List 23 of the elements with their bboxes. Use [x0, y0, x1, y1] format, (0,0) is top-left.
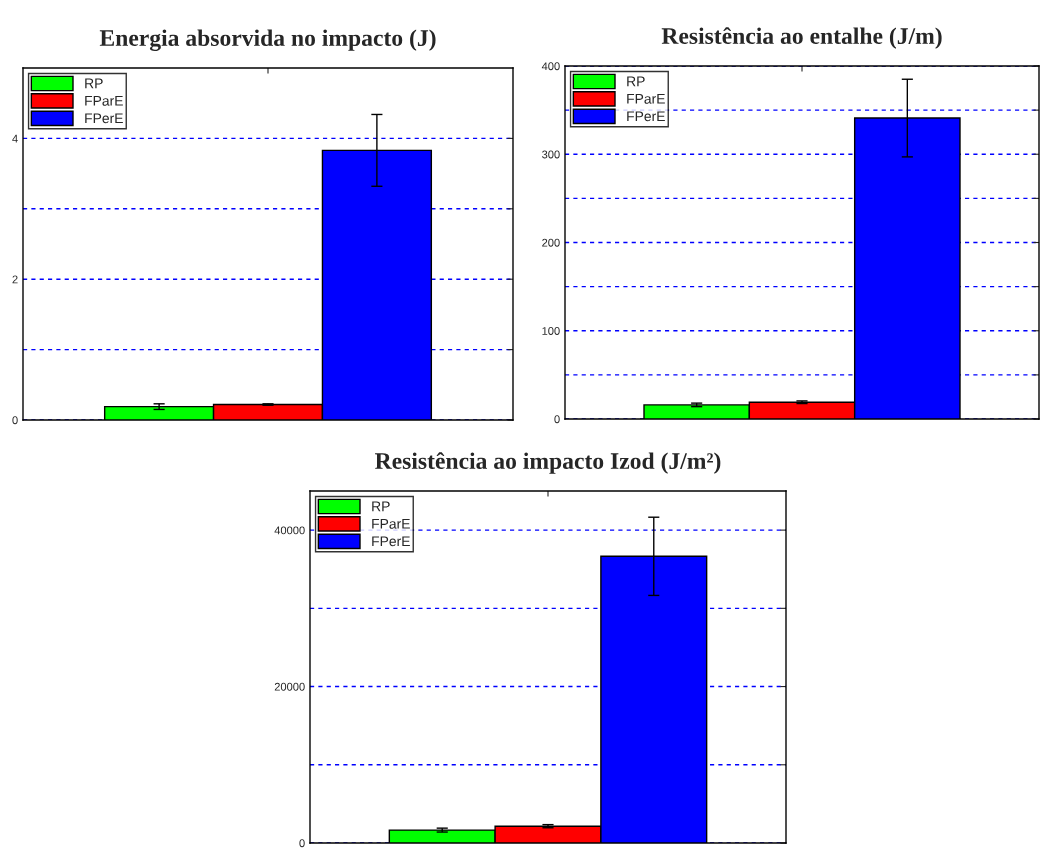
legend-label: FParE: [85, 96, 123, 106]
legend-label: FParE: [627, 94, 665, 104]
y-tick-label: 400: [541, 62, 560, 71]
legend-label: FParE: [372, 519, 410, 529]
y-tick-label: 2: [12, 275, 18, 284]
y-tick-label: 200: [542, 238, 560, 247]
legend-label: FPerE: [372, 536, 410, 547]
chart-title: Resistência ao impacto Izod (J/m²): [375, 452, 721, 474]
legend-label: FPerE: [627, 111, 665, 122]
y-tick-label: 0: [554, 415, 560, 424]
y-tick-label: 20000: [274, 682, 305, 691]
legend-label: RP: [372, 501, 390, 512]
legend-label: RP: [85, 78, 103, 89]
chart-title: Resistência ao entalhe (J/m): [661, 27, 942, 49]
y-tick-label: 0: [299, 839, 305, 848]
y-tick-label: 0: [12, 416, 18, 425]
chart-title: Energia absorvida no impacto (J): [99, 29, 436, 51]
y-tick-label: 40000: [274, 526, 305, 535]
legend-label: RP: [627, 76, 645, 87]
y-tick-label: 300: [542, 150, 560, 159]
y-tick-label: 100: [542, 327, 560, 335]
legend-label: FPerE: [85, 113, 123, 124]
y-tick-label: 4: [12, 134, 18, 143]
